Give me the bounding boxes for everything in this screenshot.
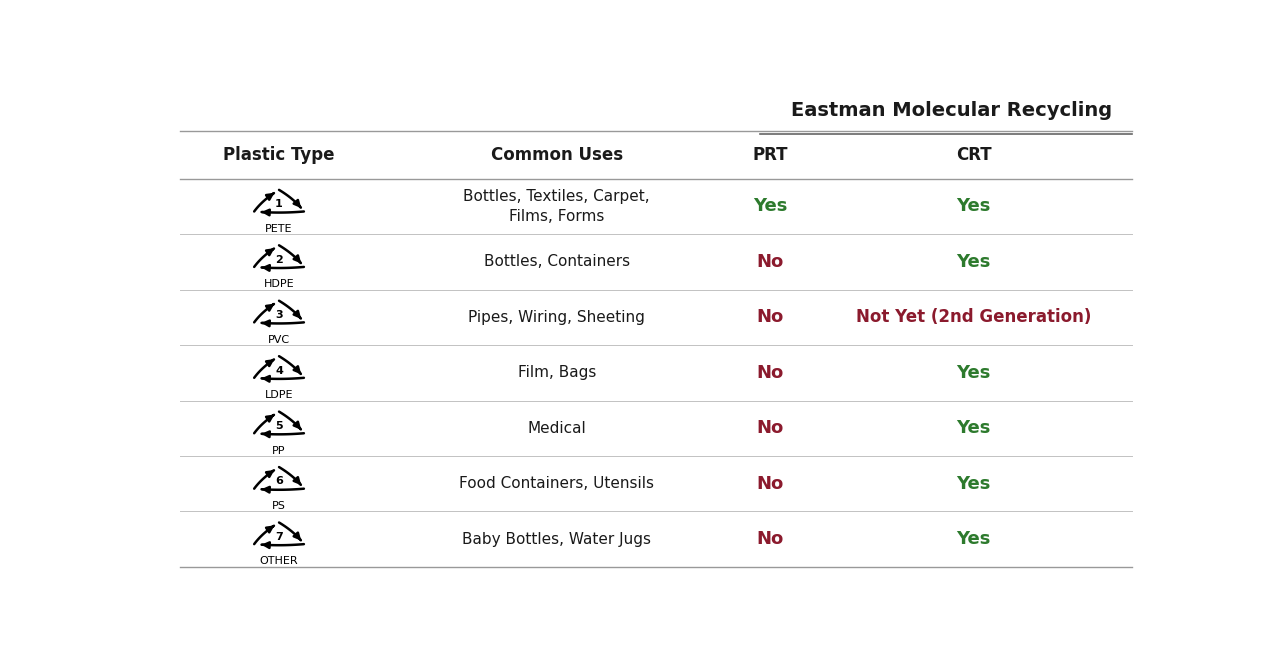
Text: 6: 6	[275, 476, 283, 487]
Text: PP: PP	[273, 446, 285, 455]
Text: Bottles, Containers: Bottles, Containers	[484, 254, 630, 269]
Text: 7: 7	[275, 532, 283, 542]
Text: Yes: Yes	[956, 419, 991, 437]
Text: 4: 4	[275, 366, 283, 376]
Text: OTHER: OTHER	[260, 556, 298, 566]
Text: Yes: Yes	[956, 197, 991, 215]
Text: Eastman Molecular Recycling: Eastman Molecular Recycling	[791, 100, 1112, 120]
Text: LDPE: LDPE	[265, 390, 293, 400]
Text: PETE: PETE	[265, 224, 293, 234]
Text: PS: PS	[273, 501, 285, 511]
Text: HDPE: HDPE	[264, 279, 294, 289]
Text: No: No	[756, 475, 783, 493]
Text: 2: 2	[275, 255, 283, 265]
Text: Yes: Yes	[956, 253, 991, 271]
Text: Pipes, Wiring, Sheeting: Pipes, Wiring, Sheeting	[468, 310, 645, 325]
Text: Food Containers, Utensils: Food Containers, Utensils	[460, 476, 654, 491]
Text: 5: 5	[275, 421, 283, 431]
Text: Common Uses: Common Uses	[490, 146, 623, 164]
Text: PRT: PRT	[753, 146, 787, 164]
Text: Yes: Yes	[753, 197, 787, 215]
Text: Baby Bottles, Water Jugs: Baby Bottles, Water Jugs	[462, 532, 652, 547]
Text: Not Yet (2nd Generation): Not Yet (2nd Generation)	[856, 309, 1091, 326]
Text: Plastic Type: Plastic Type	[223, 146, 335, 164]
Text: No: No	[756, 253, 783, 271]
Text: 1: 1	[275, 199, 283, 209]
Text: Film, Bags: Film, Bags	[517, 366, 596, 380]
Text: Bottles, Textiles, Carpet,
Films, Forms: Bottles, Textiles, Carpet, Films, Forms	[463, 189, 650, 224]
Text: No: No	[756, 419, 783, 437]
Text: Yes: Yes	[956, 530, 991, 548]
Text: CRT: CRT	[956, 146, 991, 164]
Text: Yes: Yes	[956, 475, 991, 493]
Text: No: No	[756, 309, 783, 326]
Text: No: No	[756, 530, 783, 548]
Text: 3: 3	[275, 310, 283, 320]
Text: Medical: Medical	[527, 421, 586, 436]
Text: No: No	[756, 364, 783, 382]
Text: Yes: Yes	[956, 364, 991, 382]
Text: PVC: PVC	[268, 334, 291, 345]
